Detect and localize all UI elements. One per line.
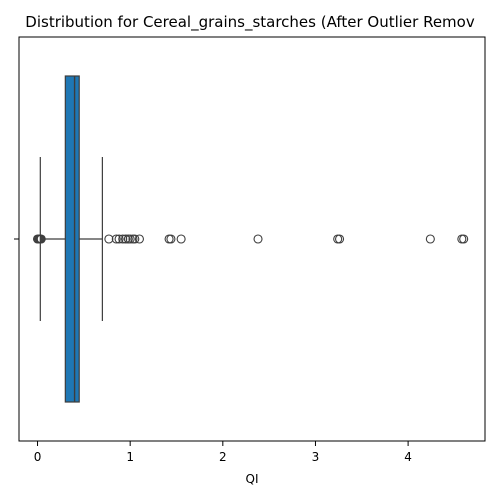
x-tick-label: 3 xyxy=(312,450,320,464)
x-axis-label: QI xyxy=(246,472,259,486)
outlier-point xyxy=(457,234,467,244)
outlier-point xyxy=(425,234,435,244)
outlier-point xyxy=(104,234,114,244)
outlier-point xyxy=(125,234,135,244)
outlier-point xyxy=(130,234,140,244)
outlier-point xyxy=(111,234,121,244)
x-tick-label: 4 xyxy=(404,450,412,464)
interquartile-box xyxy=(64,75,80,403)
outlier-points xyxy=(32,234,469,244)
outlier-point xyxy=(176,234,186,244)
x-tick-label: 1 xyxy=(126,450,134,464)
outlier-point xyxy=(334,234,345,244)
box-plot xyxy=(39,75,103,403)
outlier-point xyxy=(164,234,174,244)
outlier-point xyxy=(120,234,131,244)
outlier-point xyxy=(459,234,469,244)
outlier-point xyxy=(118,234,128,244)
outlier-point xyxy=(134,234,144,244)
x-axis: 0 1 2 3 4 xyxy=(14,238,412,464)
outlier-point xyxy=(36,234,46,244)
outlier-point xyxy=(253,234,263,244)
outlier-point xyxy=(166,234,176,244)
x-tick-label: 2 xyxy=(219,450,227,464)
outlier-point xyxy=(114,234,124,244)
x-tick-label: 0 xyxy=(34,450,42,464)
chart-title: Distribution for Cereal_grains_starches … xyxy=(25,13,475,32)
outlier-point xyxy=(333,234,343,244)
